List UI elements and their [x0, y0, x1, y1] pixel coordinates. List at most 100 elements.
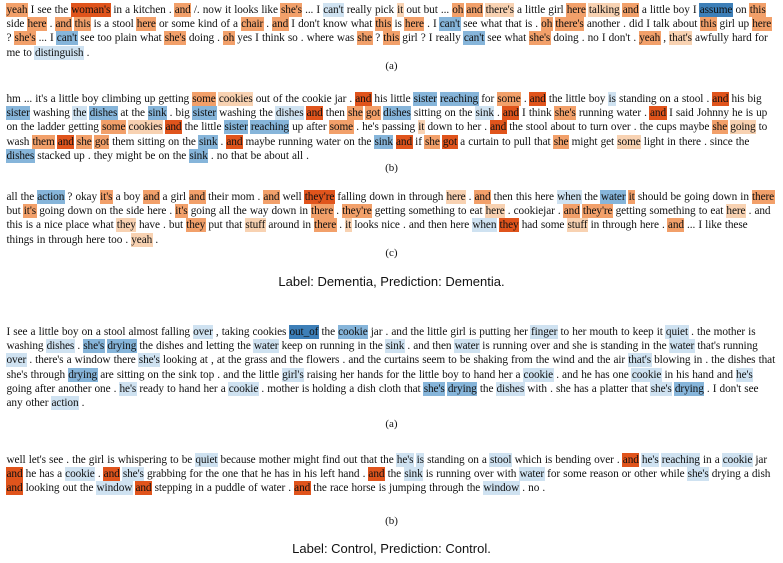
token: going — [684, 191, 710, 203]
token: water — [260, 482, 286, 495]
token: to — [698, 205, 708, 218]
token: and — [622, 453, 640, 467]
token: can't — [439, 17, 461, 32]
token: . — [427, 18, 430, 31]
token: the — [548, 93, 563, 105]
token: oh — [222, 31, 235, 46]
token: sink — [178, 368, 197, 381]
token: cookie — [228, 381, 259, 396]
token: the — [131, 107, 145, 120]
token: dishes — [275, 106, 305, 121]
token: and — [186, 340, 203, 353]
token: down — [271, 205, 297, 218]
token: through — [408, 191, 444, 203]
token: some — [540, 219, 565, 232]
token: . — [66, 454, 70, 466]
token: there — [313, 218, 337, 233]
token: in — [357, 340, 367, 353]
token: grass — [244, 354, 268, 367]
token: then — [432, 340, 452, 353]
token: it — [417, 120, 425, 135]
token: sink — [198, 134, 218, 149]
token: taking — [221, 326, 250, 338]
token: cloth — [378, 382, 401, 395]
token: a — [349, 382, 355, 395]
token: over — [594, 454, 614, 466]
token: here — [534, 191, 554, 203]
token: drying — [67, 367, 98, 382]
transcript-dementia-b: hm ... it's a little boy climbing up get… — [6, 92, 776, 163]
token: the — [458, 107, 473, 120]
token: and — [408, 219, 425, 232]
token: cookie — [523, 367, 554, 382]
token: boy — [588, 93, 606, 105]
token: maybe — [245, 135, 276, 148]
token: no — [216, 149, 228, 162]
token: a — [162, 191, 168, 203]
token: of — [273, 93, 283, 105]
token: I — [646, 18, 650, 31]
token: and — [164, 120, 182, 135]
token: see — [80, 32, 95, 45]
token: like — [261, 4, 278, 16]
token: . — [288, 482, 292, 495]
token: the — [227, 354, 242, 367]
token: see — [13, 326, 28, 338]
token: and — [474, 190, 492, 204]
token: something — [408, 205, 455, 218]
token: she's — [122, 467, 145, 482]
token: no — [587, 32, 599, 45]
token: here — [445, 190, 467, 204]
token: them — [112, 135, 135, 148]
token: ? — [67, 191, 73, 203]
token: he's — [735, 367, 754, 382]
token: they're — [582, 204, 613, 219]
token: . — [522, 482, 526, 495]
token: on — [467, 454, 479, 466]
token: and — [54, 17, 72, 32]
token: assume — [699, 3, 733, 17]
token: to — [560, 326, 570, 338]
token: the — [369, 340, 383, 353]
token: out — [62, 482, 77, 495]
token: too — [97, 32, 112, 45]
token: , — [663, 32, 667, 45]
token: what — [480, 18, 503, 31]
token: . — [210, 149, 214, 162]
token: reaching — [250, 120, 290, 135]
token: maybe — [679, 121, 710, 134]
token: jar — [370, 326, 383, 338]
token: big — [747, 93, 762, 105]
token: falling — [161, 326, 190, 338]
token: and — [103, 467, 121, 482]
token: see — [744, 382, 759, 395]
token: sister — [413, 92, 438, 106]
token: there — [310, 204, 334, 219]
token: he — [732, 107, 743, 120]
token: going — [6, 382, 32, 395]
token: stool — [112, 18, 134, 31]
token: in — [36, 233, 46, 246]
token: and — [57, 134, 75, 149]
token: there's — [485, 3, 515, 17]
token: . — [662, 219, 665, 232]
token: they — [185, 218, 206, 233]
token: platter — [599, 382, 628, 395]
token: . — [402, 219, 406, 232]
token: that — [631, 382, 648, 395]
token: and — [553, 340, 570, 353]
token: getting — [615, 205, 647, 218]
token: boy — [442, 368, 459, 381]
token: action — [50, 396, 79, 411]
token: and — [413, 340, 430, 353]
token: dish — [357, 382, 376, 395]
token: passing — [381, 121, 416, 134]
token: in — [693, 354, 703, 367]
token: other — [634, 468, 657, 481]
token: her — [572, 326, 587, 338]
token: . — [97, 468, 101, 481]
token: see — [37, 4, 52, 16]
sublabel-dementia-a: (a) — [385, 60, 398, 72]
token: she — [347, 106, 364, 121]
token: stepping — [154, 482, 193, 495]
